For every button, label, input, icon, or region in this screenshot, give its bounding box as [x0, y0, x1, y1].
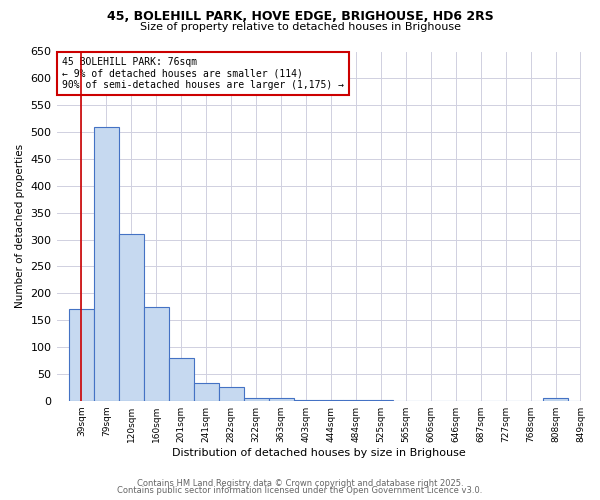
X-axis label: Distribution of detached houses by size in Brighouse: Distribution of detached houses by size …	[172, 448, 466, 458]
Text: Size of property relative to detached houses in Brighouse: Size of property relative to detached ho…	[139, 22, 461, 32]
Text: Contains public sector information licensed under the Open Government Licence v3: Contains public sector information licen…	[118, 486, 482, 495]
Y-axis label: Number of detached properties: Number of detached properties	[15, 144, 25, 308]
Bar	[169, 358, 194, 401]
Bar	[194, 383, 219, 400]
Bar	[244, 398, 269, 400]
Bar	[69, 310, 94, 400]
Text: Contains HM Land Registry data © Crown copyright and database right 2025.: Contains HM Land Registry data © Crown c…	[137, 478, 463, 488]
Bar	[144, 306, 169, 400]
Bar	[94, 126, 119, 400]
Bar	[119, 234, 144, 400]
Bar	[269, 398, 293, 400]
Bar	[543, 398, 568, 400]
Bar	[219, 388, 244, 400]
Text: 45, BOLEHILL PARK, HOVE EDGE, BRIGHOUSE, HD6 2RS: 45, BOLEHILL PARK, HOVE EDGE, BRIGHOUSE,…	[107, 10, 493, 23]
Text: 45 BOLEHILL PARK: 76sqm
← 9% of detached houses are smaller (114)
90% of semi-de: 45 BOLEHILL PARK: 76sqm ← 9% of detached…	[62, 56, 344, 90]
